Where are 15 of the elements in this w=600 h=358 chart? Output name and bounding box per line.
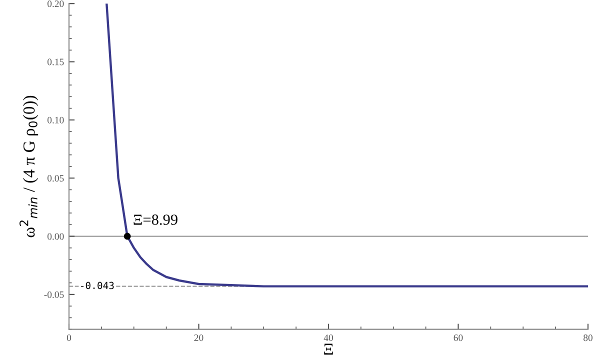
x-tick-label: 40 bbox=[324, 334, 333, 342]
y-tick-label: 0.15 bbox=[47, 58, 64, 66]
annotation: Ξ=8.99 bbox=[134, 214, 178, 225]
x-tick-label: 60 bbox=[454, 334, 463, 342]
y-tick-label: 0.10 bbox=[47, 116, 64, 124]
y-tick-label: 0.00 bbox=[47, 233, 64, 240]
y-axis-title: ω$^{2}$$_{min}$ / (4 π G ρ$_{0}$(0)) bbox=[20, 96, 38, 238]
ref-line-label: -0.043 bbox=[81, 282, 114, 290]
y-tick-label: -0.05 bbox=[44, 291, 64, 298]
x-axis-title: Ξ bbox=[324, 344, 333, 355]
y-tick-label: 0.20 bbox=[47, 0, 64, 8]
x-tick-label: 80 bbox=[584, 334, 592, 342]
x-tick-label: 0 bbox=[66, 334, 72, 342]
y-tick-label: 0.05 bbox=[47, 175, 64, 182]
x-tick-label: 20 bbox=[194, 334, 204, 342]
